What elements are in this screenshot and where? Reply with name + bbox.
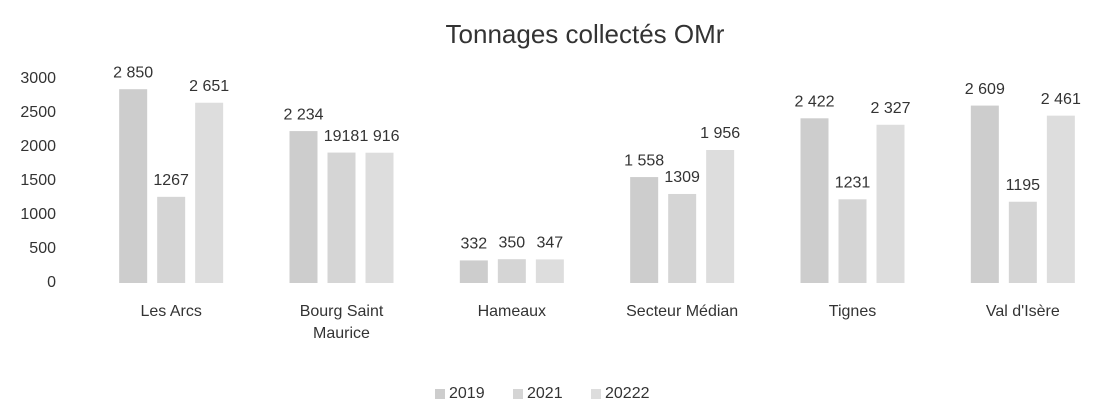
data-label: 2 651: [189, 78, 229, 95]
bar: [365, 152, 394, 283]
bar: [800, 118, 829, 283]
bar: [630, 177, 659, 283]
bar: [327, 152, 356, 283]
data-label: 1267: [153, 172, 189, 189]
x-tick-label: Secteur Médian: [626, 303, 739, 320]
data-label: 332: [460, 236, 487, 253]
bar: [497, 259, 526, 283]
data-label: 2 327: [870, 100, 910, 117]
data-label: 1 558: [624, 152, 664, 169]
x-tick-label: Bourg Saint Maurice: [299, 303, 384, 342]
data-label: 1231: [835, 175, 871, 192]
bar: [668, 193, 697, 283]
bar: [970, 105, 999, 283]
data-label: 2 850: [113, 64, 153, 81]
y-tick-label: 2500: [20, 104, 56, 121]
bar: [289, 131, 318, 283]
legend-swatch: [435, 389, 445, 399]
y-tick-label: 2000: [20, 138, 56, 155]
x-tick-label: Tignes: [828, 303, 877, 320]
legend-swatch: [591, 389, 601, 399]
data-label: 1309: [664, 169, 700, 186]
chart-title: Tonnages collectés OMr: [446, 19, 725, 49]
bar: [195, 102, 224, 284]
bar: [157, 196, 186, 283]
x-tick-label: Hameaux: [477, 303, 547, 320]
y-tick-label: 0: [47, 274, 56, 291]
y-tick-label: 500: [29, 240, 56, 257]
data-label: 1 956: [700, 125, 740, 142]
x-tick-label: Val d'Isère: [985, 303, 1060, 320]
data-label: 1918: [324, 128, 360, 145]
data-label: 1195: [1006, 177, 1041, 194]
x-tick-label: Les Arcs: [140, 303, 202, 320]
legend-label: 2019: [449, 385, 485, 401]
bar: [535, 259, 564, 283]
data-label: 1 916: [359, 128, 399, 145]
legend-label: 2021: [527, 385, 563, 401]
bar: [459, 260, 488, 283]
data-label: 2 422: [794, 94, 834, 111]
data-label: 350: [498, 234, 525, 251]
y-tick-label: 3000: [20, 70, 56, 87]
y-tick-label: 1000: [20, 206, 56, 223]
data-label: 2 461: [1041, 91, 1081, 108]
data-label: 2 609: [965, 81, 1005, 98]
bar: [838, 199, 867, 283]
legend-label: 20222: [605, 385, 650, 401]
data-label: 347: [536, 235, 563, 252]
bar: [1046, 115, 1075, 283]
bar: [1008, 201, 1037, 283]
bar: [876, 124, 905, 283]
bar: [706, 149, 735, 283]
data-label: 2 234: [283, 106, 323, 123]
legend-swatch: [513, 389, 523, 399]
bar: [119, 89, 148, 283]
y-tick-label: 1500: [20, 172, 56, 189]
